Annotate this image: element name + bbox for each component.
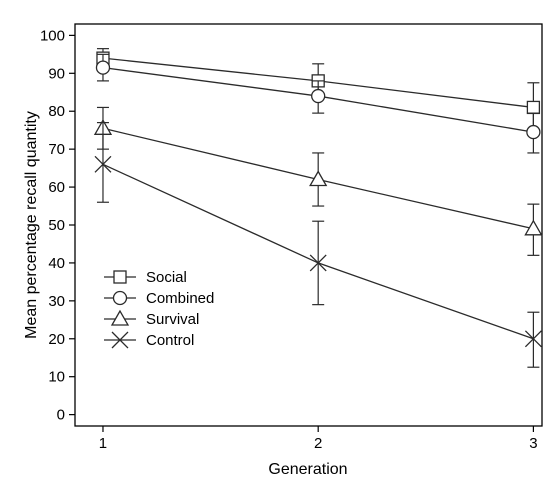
data-point-social <box>526 100 541 115</box>
y-tick-label: 100 <box>40 27 65 44</box>
legend-marker-control <box>111 331 129 349</box>
legend-label-control: Control <box>146 332 194 349</box>
data-point-survival <box>524 219 543 236</box>
y-tick-label: 90 <box>48 65 65 82</box>
legend: Social Combined Survival Control <box>104 269 214 349</box>
data-point-control <box>309 254 327 272</box>
data-point-combined <box>95 60 111 75</box>
y-tick-label: 40 <box>48 255 65 272</box>
series-layer <box>93 48 543 368</box>
plot-frame <box>74 23 543 427</box>
y-tick-label: 10 <box>48 369 65 386</box>
x-axis: 1 2 3 <box>99 426 538 452</box>
data-point-control <box>94 155 112 173</box>
y-tick-label: 50 <box>48 217 65 234</box>
legend-label-survival: Survival <box>146 311 199 328</box>
legend-marker-combined <box>112 290 128 306</box>
y-tick-label: 0 <box>57 407 65 424</box>
series-combined <box>95 53 541 154</box>
y-tick-label: 30 <box>48 293 65 310</box>
y-tick-label: 20 <box>48 331 65 348</box>
data-point-survival <box>309 170 328 187</box>
legend-label-social: Social <box>146 269 187 286</box>
data-point-combined <box>526 124 541 140</box>
x-tick-label: 1 <box>99 435 107 452</box>
legend-label-combined: Combined <box>146 290 214 307</box>
y-axis-title: Mean percentage recall quantity <box>23 111 40 339</box>
x-tick-label: 3 <box>529 435 537 452</box>
series-control <box>94 122 542 368</box>
legend-marker-survival <box>110 309 130 326</box>
y-axis: 0 10 20 30 40 50 60 70 80 90 100 <box>40 27 75 424</box>
y-tick-label: 60 <box>48 179 65 196</box>
y-tick-label: 70 <box>48 141 65 158</box>
x-axis-title: Generation <box>268 461 347 478</box>
data-point-control <box>524 330 542 348</box>
legend-marker-social <box>113 270 127 284</box>
x-tick-label: 2 <box>314 435 322 452</box>
series-survival <box>93 106 543 256</box>
data-point-combined <box>311 88 326 104</box>
y-tick-label: 80 <box>48 103 65 120</box>
